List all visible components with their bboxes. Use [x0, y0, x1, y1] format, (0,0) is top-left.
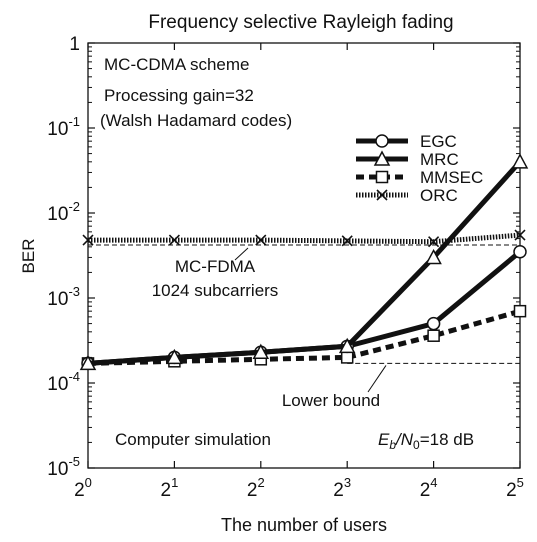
y-tick-label: 10-4 [47, 369, 80, 395]
marker-triangle [79, 354, 97, 371]
marker-triangle [252, 343, 270, 360]
annotation-eb-n0: Eb/N0=18 dB [378, 430, 474, 452]
marker-cross [82, 234, 94, 246]
x-tick-base: 2 [333, 480, 344, 501]
marker-cross [168, 234, 180, 246]
y-axis-label: BER [19, 239, 38, 274]
x-tick-exp: 0 [85, 475, 92, 490]
marker-cross [514, 229, 526, 241]
legend-label: MMSEC [420, 168, 483, 187]
x-tick-exp: 3 [344, 475, 351, 490]
lower-bound-label: Lower bound [282, 391, 380, 410]
chart-title: Frequency selective Rayleigh fading [148, 12, 453, 33]
x-tick-base: 2 [160, 480, 171, 501]
y-tick-base: 10 [47, 289, 68, 310]
annotation-codes: (Walsh Hadamard codes) [100, 111, 292, 130]
y-tick-exp: -3 [68, 284, 80, 299]
x-tick-label: 21 [160, 475, 178, 501]
y-tick-label: 10-5 [47, 454, 80, 480]
series-line [87, 160, 522, 366]
eb-n0-value: =18 dB [420, 430, 474, 449]
legend-item-mrc: MRC [356, 150, 459, 169]
marker-triangle [425, 248, 442, 265]
y-tick-label: 10-2 [47, 199, 80, 225]
x-tick-base: 2 [420, 480, 431, 501]
marker-cross [376, 189, 388, 201]
y-tick-base: 10 [47, 459, 68, 480]
marker-cross [255, 234, 267, 246]
marker-square [427, 329, 440, 342]
x-tick-base: 2 [247, 480, 258, 501]
y-tick-label: 10-3 [47, 284, 80, 310]
y-tick-label: 1 [69, 34, 80, 55]
annotation-scheme: MC-CDMA scheme [104, 55, 249, 74]
annotation-simulation: Computer simulation [115, 430, 271, 449]
lower-bound-leader [367, 365, 387, 393]
x-tick-base: 2 [74, 480, 85, 501]
y-tick-base: 10 [47, 204, 68, 225]
y-tick-base: 10 [47, 119, 68, 140]
x-tick-label: 24 [420, 475, 438, 501]
x-tick-exp: 4 [430, 475, 437, 490]
legend-label: EGC [420, 132, 457, 151]
marker-square [513, 304, 527, 318]
y-tick-exp: -1 [68, 114, 80, 129]
legend-label: MRC [420, 150, 459, 169]
legend-item-orc: ORC [356, 186, 458, 205]
legend-item-mmsec: MMSEC [356, 168, 483, 187]
x-tick-exp: 5 [517, 475, 524, 490]
series-line [87, 308, 521, 366]
series-mrc [79, 153, 529, 371]
marker-circle [513, 245, 527, 259]
x-tick-label: 23 [333, 475, 351, 501]
x-tick-label: 22 [247, 475, 265, 501]
y-tick-base: 1 [69, 34, 80, 55]
y-tick-exp: -5 [68, 454, 80, 469]
eb-symbol: E [378, 430, 390, 449]
mc-fdma-leader [234, 247, 249, 261]
x-tick-exp: 2 [257, 475, 264, 490]
eb-subscript: b [389, 438, 396, 452]
y-tick-label: 10-1 [47, 114, 80, 140]
marker-triangle [373, 150, 391, 166]
x-tick-label: 25 [506, 475, 524, 501]
marker-square [340, 351, 354, 364]
mc-fdma-subcarriers: 1024 subcarriers [152, 281, 279, 300]
marker-circle [375, 134, 389, 148]
marker-cross [341, 235, 353, 247]
marker-triangle [511, 153, 529, 169]
annotation-gain: Processing gain=32 [104, 86, 254, 105]
n0-subscript: 0 [413, 438, 420, 452]
legend-item-egc: EGC [356, 132, 457, 151]
x-tick-label: 20 [74, 475, 92, 501]
marker-triangle [338, 337, 356, 354]
legend-label: ORC [420, 186, 458, 205]
n0-symbol: /N [395, 430, 414, 449]
y-tick-base: 10 [47, 374, 68, 395]
mc-fdma-label: MC-FDMA [175, 257, 256, 276]
marker-circle [426, 316, 441, 331]
y-tick-exp: -4 [68, 369, 80, 384]
x-tick-base: 2 [506, 480, 517, 501]
series-line [87, 249, 522, 366]
marker-square [375, 170, 389, 184]
x-axis-label: The number of users [221, 515, 387, 535]
y-tick-exp: -2 [68, 199, 80, 214]
x-tick-exp: 1 [171, 475, 178, 490]
marker-triangle [166, 348, 183, 365]
marker-cross [428, 236, 440, 248]
